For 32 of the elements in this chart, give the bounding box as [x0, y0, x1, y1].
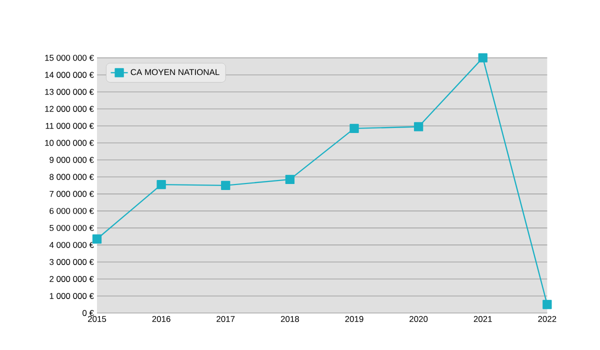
y-tick-label: 3 000 000 € — [50, 258, 94, 265]
y-tick-label: 10 000 000 € — [45, 140, 94, 146]
y-tick-label: 2 000 000 € — [50, 276, 94, 282]
point — [285, 174, 295, 184]
y-tick-label: 14 000 000 € — [45, 72, 94, 78]
point — [478, 53, 488, 62]
point — [350, 124, 359, 134]
y-tick-label: 12 000 000 € — [45, 106, 94, 112]
y-tick-label: 13 000 000 € — [45, 88, 94, 95]
x-tick-label: 2015 — [88, 316, 106, 322]
y-tick-label: 6 000 000 € — [50, 208, 94, 214]
x-tick-label: 2022 — [538, 316, 556, 322]
y-tick-label: 5 000 000 € — [50, 224, 94, 231]
point — [542, 300, 552, 310]
y-tick-label: 0 € — [82, 310, 94, 316]
x-tick-label: 2017 — [216, 316, 235, 322]
y-tick-label: 1 000 000 € — [50, 292, 94, 299]
y-tick-label: 7 000 000 € — [50, 190, 94, 197]
point — [221, 180, 230, 190]
y-tick-label: 8 000 000 € — [50, 174, 94, 180]
x-tick-label: 2019 — [345, 316, 364, 322]
y-tick-label: 11 000 000 € — [46, 122, 94, 129]
x-tick-label: 2021 — [474, 316, 492, 322]
y-tick-label: 9 000 000 € — [50, 156, 94, 163]
legend-label: CA MOYEN NATIONAL — [130, 69, 220, 76]
point — [156, 180, 166, 190]
point — [92, 234, 102, 244]
y-tick-label: 15 000 000 € — [45, 54, 94, 61]
x-tick-label: 2018 — [280, 316, 299, 322]
point — [414, 122, 424, 132]
x-tick-label: 2016 — [152, 316, 170, 322]
x-tick-label: 2020 — [410, 316, 428, 322]
